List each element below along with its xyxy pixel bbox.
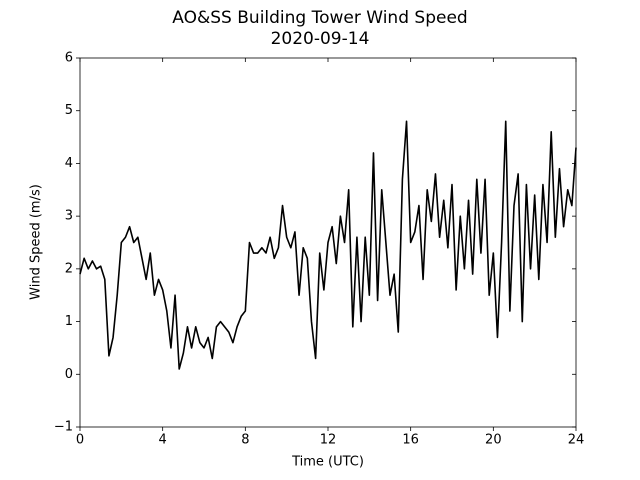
y-tick-label: 5 [65, 103, 73, 118]
x-tick-label: 4 [159, 433, 167, 448]
x-tick-label: 12 [320, 433, 337, 448]
y-tick-label: 4 [65, 156, 73, 171]
x-tick-label: 16 [402, 433, 419, 448]
x-axis-label: Time (UTC) [291, 455, 364, 470]
y-tick-label: 2 [65, 261, 73, 276]
y-tick-label: 3 [65, 209, 73, 224]
chart-subtitle: 2020-09-14 [271, 29, 370, 49]
y-axis-label: Wind Speed (m/s) [29, 184, 44, 300]
x-tick-label: 8 [241, 433, 249, 448]
wind-speed-line [79, 120, 577, 370]
y-tick-label: 0 [65, 367, 73, 382]
x-tick-label: 24 [568, 433, 585, 448]
y-tick-label: −1 [54, 420, 73, 435]
y-tick-label: 6 [65, 51, 73, 66]
x-tick-label: 0 [76, 433, 84, 448]
x-tick-label: 20 [485, 433, 502, 448]
y-tick-label: 1 [65, 314, 73, 329]
chart-title: AO&SS Building Tower Wind Speed [172, 8, 467, 28]
plot-frame [79, 57, 577, 428]
